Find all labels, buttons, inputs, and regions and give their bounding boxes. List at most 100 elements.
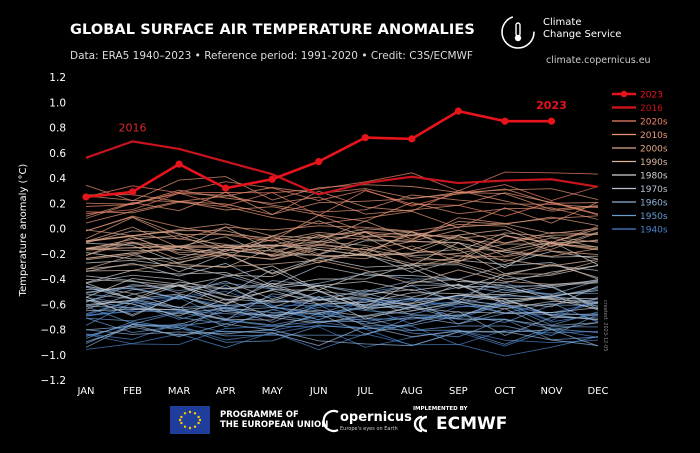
year-line-1940s (85, 331, 599, 357)
year-line-1980s (85, 285, 599, 310)
year-line-1990s (85, 231, 599, 255)
y-tick-label: 1.2 (49, 72, 66, 84)
year-line-2010s (85, 214, 599, 242)
x-tick-label: JAN (76, 386, 94, 397)
year-line-1990s (85, 230, 599, 257)
year-line-2010s (85, 190, 599, 216)
year-line-2020s (85, 171, 599, 198)
year-line-1980s (85, 265, 599, 291)
year-line-1980s (85, 277, 599, 305)
year-line-1960s (85, 299, 599, 327)
year-line-1970s (85, 262, 599, 287)
x-tick-label: JUL (356, 386, 373, 397)
year-line-2010s (85, 191, 599, 217)
x-tick-label: NOV (540, 386, 562, 397)
x-tick-label: FEB (123, 386, 142, 397)
year-line-2010s (85, 187, 599, 204)
year-line-1980s (85, 263, 599, 288)
year-line-1950s (85, 324, 599, 345)
legend-label: 1980s (640, 172, 668, 182)
year-line-1960s (85, 273, 599, 300)
year-line-2020s (85, 181, 599, 207)
implemented-by-label: IMPLEMENTED BY (413, 406, 468, 412)
legend-label: 1990s (640, 158, 668, 168)
legend-label: 2020s (640, 118, 668, 128)
year-line-2000s (85, 231, 599, 258)
copernicus-tagline: Europe's eyes on Earth (340, 426, 398, 432)
x-tick-label: JUN (309, 386, 328, 397)
series-label-2023: 2023 (536, 99, 567, 112)
y-tick-label: 0.8 (49, 123, 66, 135)
y-tick-label: 1.0 (49, 97, 66, 109)
year-line-1960s (85, 311, 599, 336)
year-line-1960s (85, 280, 599, 309)
year-line-2010s (85, 217, 599, 244)
year-line-1950s (85, 297, 599, 325)
y-tick-label: 0.4 (49, 173, 66, 185)
y-tick-label: 0.6 (49, 148, 66, 160)
x-tick-label: MAY (262, 386, 284, 397)
copernicus-logo-icon (322, 409, 339, 433)
legend-label: 2016 (640, 104, 663, 114)
year-line-1940s (85, 321, 599, 346)
legend-label: 1940s (640, 226, 668, 236)
series-point-2023 (128, 188, 137, 196)
year-line-1990s (85, 246, 599, 270)
year-line-1970s (85, 274, 599, 302)
year-line-1990s (85, 259, 599, 285)
year-line-2000s (85, 235, 599, 263)
legend-label: 2000s (640, 145, 668, 155)
x-tick-label: MAR (168, 386, 190, 397)
year-line-1970s (85, 294, 599, 317)
year-line-1970s (85, 285, 599, 310)
x-tick-label: APR (216, 386, 236, 397)
year-line-2000s (85, 239, 599, 262)
chart-subtitle: Data: ERA5 1940–2023 • Reference period:… (70, 50, 473, 62)
series-point-2023 (454, 107, 462, 115)
series-line-2023 (85, 109, 552, 199)
year-line-1940s (85, 325, 599, 348)
year-line-1950s (85, 304, 599, 331)
year-line-2000s (85, 235, 599, 261)
year-line-2010s (85, 200, 599, 224)
eu-programme-label: PROGRAMME OF THE EUROPEAN UNION (220, 410, 329, 430)
series-point-2023 (175, 160, 183, 168)
series-point-2023 (222, 184, 230, 192)
series-point-2023 (547, 117, 556, 125)
x-tick-label: DEC (587, 386, 608, 397)
series-label-2016: 2016 (119, 121, 147, 134)
brand-url: climate.copernicus.eu (546, 55, 651, 66)
x-tick-label: OCT (494, 386, 516, 397)
y-tick-label: −0.2 (41, 249, 67, 261)
legend-label: 1970s (640, 185, 668, 195)
copernicus-name: opernicus (340, 410, 412, 425)
brand-name: Climate Change Service (543, 17, 622, 40)
y-tick-label: −0.8 (41, 325, 67, 337)
ecmwf-name: ECMWF (436, 414, 508, 434)
series-point-2023 (361, 134, 369, 142)
year-line-2010s (85, 189, 599, 216)
series-point-2023 (268, 175, 276, 183)
year-line-1940s (85, 287, 599, 316)
legend-label: 1960s (640, 199, 668, 209)
thermometer-logo-icon (501, 15, 535, 49)
x-tick-label: AUG (401, 386, 423, 397)
y-tick-label: 0.0 (49, 224, 66, 236)
x-tick-label: SEP (449, 386, 468, 397)
year-line-1960s (85, 306, 599, 331)
series-point-2023 (82, 193, 90, 201)
eu-flag-icon (170, 406, 210, 434)
legend-label: 2010s (640, 131, 668, 141)
y-tick-label: −0.6 (41, 299, 67, 311)
series-point-2023 (315, 157, 323, 166)
y-tick-label: −0.4 (41, 274, 67, 286)
year-line-1940s (85, 294, 599, 322)
chart-title: GLOBAL SURFACE AIR TEMPERATURE ANOMALIES (70, 22, 475, 38)
ecmwf-logo-icon (413, 415, 428, 433)
year-line-2000s (85, 223, 599, 248)
year-line-2010s (85, 192, 599, 219)
year-line-1980s (85, 284, 599, 306)
series-point-2023 (501, 117, 509, 125)
year-line-1960s (85, 323, 599, 348)
